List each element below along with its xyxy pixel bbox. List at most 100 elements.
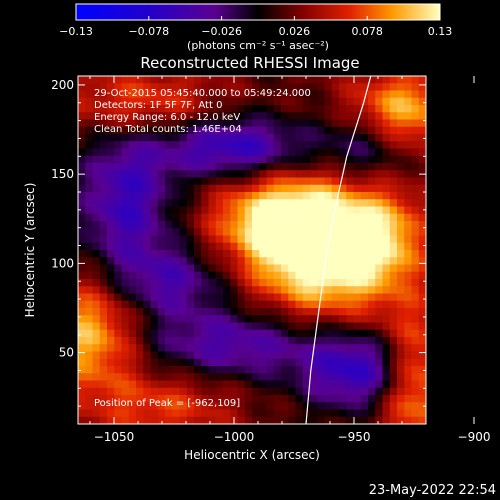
heatmap-cell [339,409,347,418]
heatmap-cell [85,126,94,135]
heatmap-cell [397,163,405,171]
heatmap-cell [114,264,123,273]
heatmap-cell [136,112,144,121]
heatmap-cell [353,228,362,237]
heatmap-cell [331,177,340,186]
heatmap-cell [360,213,369,222]
heatmap-cell [78,351,86,360]
heatmap-cell [346,300,355,309]
heatmap-cell [128,112,137,121]
heatmap-cell [397,344,405,353]
heatmap-cell [85,199,94,208]
heatmap-cell [360,351,369,360]
heatmap-cell [179,329,188,338]
heatmap-cell [157,366,166,374]
heatmap-cell [201,199,210,208]
heatmap-cell [281,119,289,128]
heatmap-cell [78,264,86,273]
heatmap-cell [78,206,86,215]
heatmap-cell [339,192,347,200]
heatmap-cell [266,322,275,331]
heatmap-cell [397,105,405,113]
heatmap-cell [201,126,210,135]
heatmap-cell [331,83,340,92]
heatmap-cell [339,76,347,84]
heatmap-cell [418,322,426,331]
heatmap-cell [368,257,376,266]
heatmap-cell [223,141,231,150]
heatmap-cell [273,300,282,309]
colorbar-tick-label: 0.078 [351,25,383,38]
heatmap-cell [353,213,362,222]
heatmap-cell [172,148,181,157]
heatmap-cell [121,264,130,273]
heatmap-cell [208,373,217,382]
heatmap-cell [389,148,398,157]
heatmap-cell [302,366,311,374]
heatmap-cell [208,206,217,215]
heatmap-cell [107,250,115,258]
heatmap-cell [295,308,304,316]
heatmap-cell [331,409,340,418]
heatmap-cell [288,83,297,92]
heatmap-cell [266,134,275,142]
heatmap-cell [324,126,333,135]
heatmap-cell [411,264,420,273]
heatmap-cell [165,337,173,345]
heatmap-cell [172,366,181,374]
heatmap-cell [375,177,384,186]
heatmap-cell [259,242,268,251]
heatmap-cell [78,286,86,295]
heatmap-cell [382,315,391,324]
heatmap-cell [404,308,413,316]
heatmap-cell [223,213,231,222]
heatmap-cell [281,228,289,237]
heatmap-cell [136,293,144,302]
heatmap-cell [114,242,123,251]
heatmap-cell [208,221,217,229]
heatmap-cell [92,264,101,273]
heatmap-cell [288,105,297,113]
heatmap-cell [121,344,130,353]
heatmap-cell [215,315,224,324]
heatmap-cell [194,83,202,92]
heatmap-cell [302,373,311,382]
heatmap-cell [375,155,384,164]
heatmap-cell [172,141,181,150]
heatmap-cell [208,322,217,331]
heatmap-cell [157,148,166,157]
heatmap-cell [389,286,398,295]
heatmap-cell [92,184,101,193]
heatmap-cell [273,119,282,128]
heatmap-cell [237,141,246,150]
heatmap-cell [252,105,260,113]
heatmap-cell [353,402,362,411]
heatmap-cell [215,112,224,121]
heatmap-cell [317,257,326,266]
heatmap-cell [237,351,246,360]
heatmap-cell [179,242,188,251]
heatmap-cell [317,199,326,208]
heatmap-cell [194,206,202,215]
heatmap-cell [273,206,282,215]
heatmap-cell [324,409,333,418]
heatmap-cell [114,315,123,324]
heatmap-cell [128,221,137,229]
heatmap-cell [78,416,86,424]
heatmap-cell [259,126,268,135]
heatmap-cell [150,395,159,403]
heatmap-cell [404,373,413,382]
heatmap-cell [237,387,246,396]
heatmap-cell [230,344,239,353]
heatmap-cell [128,242,137,251]
heatmap-cell [324,264,333,273]
heatmap-cell [215,264,224,273]
heatmap-cell [143,97,152,106]
heatmap-cell [324,228,333,237]
heatmap-cell [194,242,202,251]
heatmap-cell [389,105,398,113]
heatmap-cell [201,97,210,106]
heatmap-cell [310,148,318,157]
heatmap-cell [411,119,420,128]
heatmap-cell [397,300,405,309]
